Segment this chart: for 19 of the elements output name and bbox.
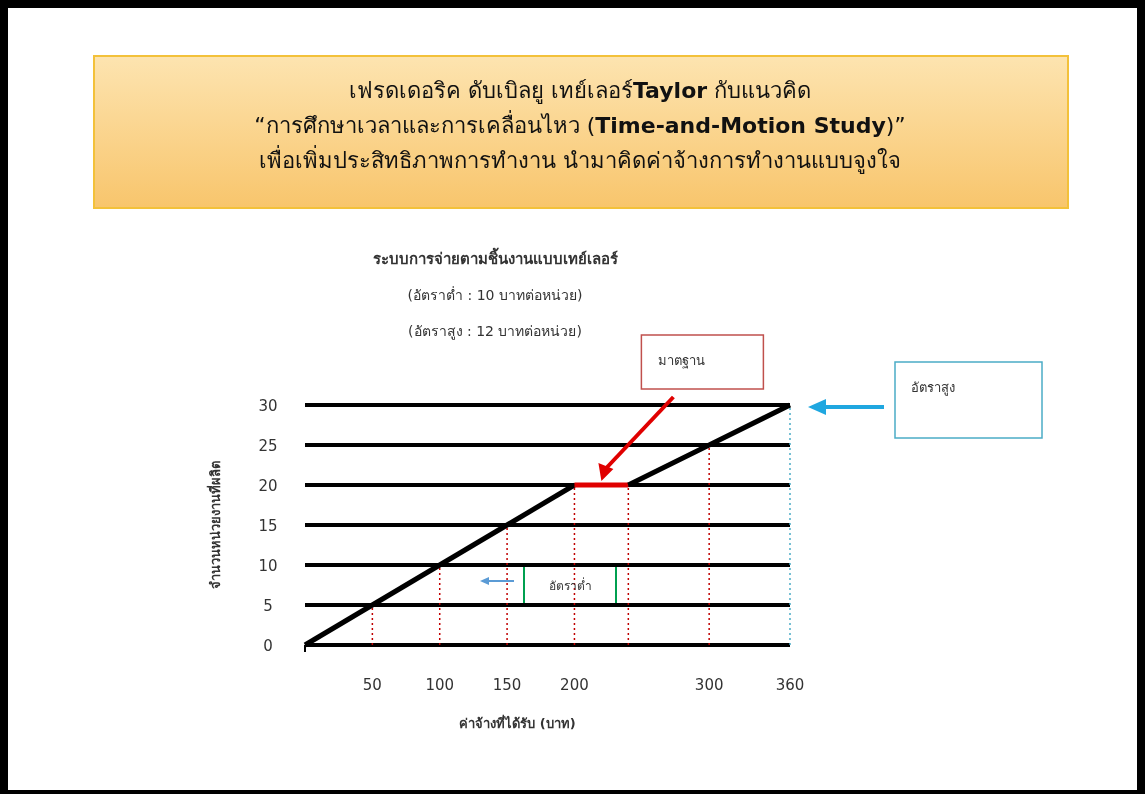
x-tick-label: 300 xyxy=(694,676,724,694)
y-tick-label: 20 xyxy=(258,477,278,495)
text: อัตราสูง xyxy=(911,380,955,396)
x-tick-label: 150 xyxy=(492,676,522,694)
x-tick-label: 200 xyxy=(560,676,589,694)
y-tick-label: 25 xyxy=(258,437,278,455)
y-axis-title: จำนวนหน่วยงานที่ผลิต xyxy=(206,461,223,589)
y-tick-label: 5 xyxy=(263,597,273,615)
chart-title: เฟรดเดอริค ดับเบิลยู เทย์เลอร์Taylor กับแนวคิด “การศึกษาเวลาและการเคลื่อนไหว (Time-and-Motion Study)” เพื่อเพิ่มประสิทธิภาพการทำงาน นำมาคิดค่าจ้างการทำงานแบบจูงใจ xyxy=(254,78,906,173)
x-tick-label: 360 xyxy=(775,676,805,694)
y-tick-label: 30 xyxy=(258,397,278,415)
x-tick-label: 100 xyxy=(425,676,455,694)
x-tick-label: 50 xyxy=(362,676,382,694)
y-tick-label: 15 xyxy=(258,517,278,535)
y-tick-label: 10 xyxy=(258,557,278,575)
y-tick-label: 0 xyxy=(263,637,273,655)
x-axis-title: ค่าจ้างที่ได้รับ (บาท) xyxy=(459,714,576,731)
text: มาตฐาน xyxy=(657,353,705,369)
annotation: อัตราต่ำ xyxy=(548,577,592,593)
